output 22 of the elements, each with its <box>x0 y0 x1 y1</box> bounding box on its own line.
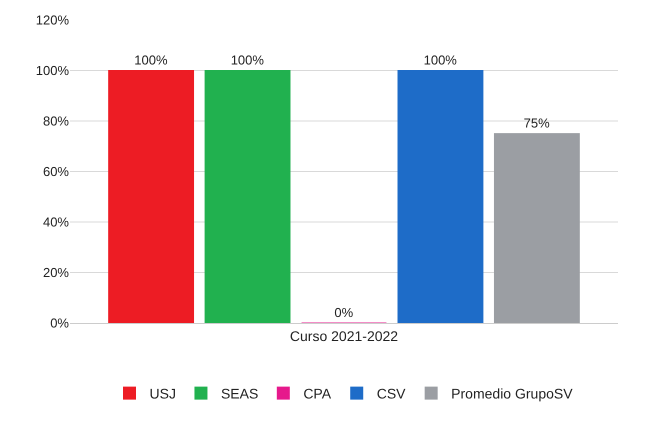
bar <box>398 70 484 323</box>
data-label: 100% <box>134 52 168 68</box>
y-tick-label: 80% <box>42 114 70 129</box>
data-label: 0% <box>334 305 354 320</box>
bar <box>108 70 194 323</box>
y-tick-label: 40% <box>42 214 70 230</box>
legend-label: CSV <box>376 386 406 402</box>
y-tick-label: 100% <box>36 63 70 78</box>
legend-label: CPA <box>303 386 332 402</box>
y-tick-label: 120% <box>36 12 70 28</box>
legend-label: USJ <box>150 386 176 402</box>
data-label: 100% <box>424 52 458 68</box>
bar <box>494 133 580 323</box>
data-label: 75% <box>524 116 550 131</box>
data-label: 100% <box>230 52 264 68</box>
bar <box>204 70 290 323</box>
y-tick-label: 0% <box>50 316 70 331</box>
x-tick-label: Curso 2021-2022 <box>290 328 398 344</box>
y-tick-label: 20% <box>42 265 70 280</box>
legend-label: SEAS <box>220 386 258 402</box>
y-tick-label: 60% <box>42 164 70 180</box>
legend-label: Promedio GrupoSV <box>451 386 574 402</box>
